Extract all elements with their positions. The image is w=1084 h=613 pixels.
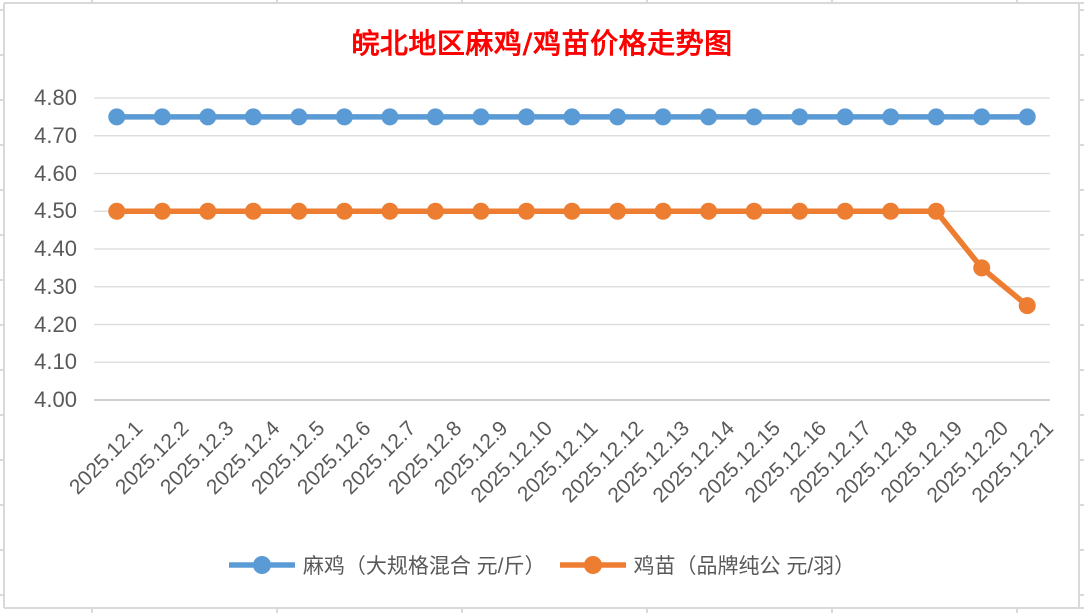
y-tick-label: 4.10: [34, 349, 77, 375]
data-point: [108, 202, 126, 220]
y-tick-label: 4.60: [34, 160, 77, 186]
data-point: [290, 202, 308, 220]
data-point: [609, 202, 627, 220]
legend-label-chick: 鸡苗（品牌纯公 元/羽）: [633, 555, 856, 578]
data-point: [199, 108, 217, 126]
data-point: [517, 108, 535, 126]
legend-line-marker-icon: [228, 556, 295, 574]
data-point: [472, 108, 490, 126]
data-point: [609, 108, 627, 126]
y-tick-label: 4.50: [34, 198, 77, 224]
data-point: [700, 108, 718, 126]
data-point: [244, 202, 262, 220]
data-point: [381, 202, 399, 220]
data-point: [745, 202, 763, 220]
series-line-1: [114, 208, 1030, 309]
data-point: [973, 108, 991, 126]
data-point: [791, 202, 809, 220]
data-point: [153, 202, 171, 220]
legend-line-marker-icon: [559, 556, 626, 574]
data-point: [153, 108, 171, 126]
legend-label-mahen: 麻鸡（大规格混合 元/斤）: [302, 555, 546, 578]
data-point: [1018, 108, 1036, 126]
data-point: [882, 202, 900, 220]
data-point: [108, 108, 126, 126]
y-tick-label: 4.00: [34, 387, 77, 412]
chart-title[interactable]: 皖北地区麻鸡/鸡苗价格走势图: [351, 27, 733, 60]
y-tick-label: 4.70: [34, 122, 77, 148]
data-point: [517, 202, 535, 220]
data-point: [927, 108, 945, 126]
data-point: [335, 108, 353, 126]
data-point: [244, 108, 262, 126]
data-point: [381, 108, 399, 126]
chart-legend: 麻鸡（大规格混合 元/斤） 鸡苗（品牌纯公 元/羽）: [0, 550, 1084, 580]
data-point: [836, 202, 854, 220]
data-point: [335, 202, 353, 220]
data-point: [290, 108, 308, 126]
data-point: [563, 202, 581, 220]
data-point: [654, 202, 672, 220]
y-tick-label: 4.80: [34, 85, 77, 110]
data-point: [199, 202, 217, 220]
data-point: [745, 108, 763, 126]
data-point: [927, 202, 945, 220]
y-tick-label: 4.30: [34, 273, 77, 299]
data-point: [654, 108, 672, 126]
y-tick-label: 4.40: [34, 236, 77, 261]
data-point: [563, 108, 581, 126]
data-point: [472, 202, 490, 220]
data-point: [426, 202, 444, 220]
data-point: [1018, 297, 1036, 315]
data-point: [700, 202, 718, 220]
legend-item-chick[interactable]: 鸡苗（品牌纯公 元/羽）: [559, 550, 856, 580]
data-point: [426, 108, 444, 126]
legend-item-mahen[interactable]: 麻鸡（大规格混合 元/斤）: [228, 550, 546, 580]
data-point: [836, 108, 854, 126]
data-point: [882, 108, 900, 126]
y-tick-label: 4.20: [34, 311, 77, 337]
data-point: [973, 259, 991, 277]
data-point: [791, 108, 809, 126]
